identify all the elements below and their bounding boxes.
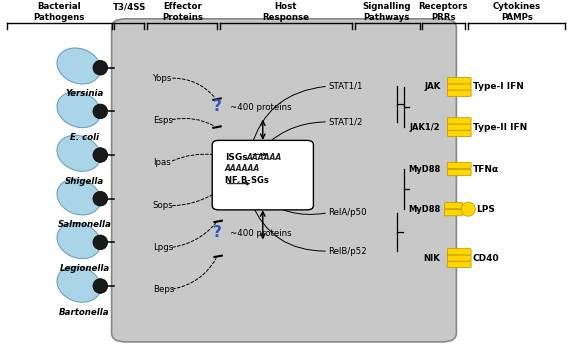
- FancyBboxPatch shape: [448, 255, 471, 261]
- Ellipse shape: [93, 191, 108, 206]
- Text: MyD88: MyD88: [408, 164, 441, 174]
- FancyBboxPatch shape: [445, 202, 462, 209]
- Text: Shigella: Shigella: [65, 177, 104, 186]
- Text: MyD88: MyD88: [408, 205, 441, 214]
- Text: ISGs: ISGs: [225, 153, 247, 162]
- Text: STAT1/1: STAT1/1: [328, 82, 362, 91]
- Ellipse shape: [57, 135, 101, 171]
- Text: JAK: JAK: [424, 82, 441, 92]
- Text: RelB/p52: RelB/p52: [328, 247, 367, 256]
- Text: CD40: CD40: [473, 253, 499, 263]
- Ellipse shape: [93, 279, 108, 293]
- Text: Bartonella: Bartonella: [59, 308, 110, 317]
- Text: JAK1/2: JAK1/2: [410, 122, 441, 132]
- Text: Lpgs: Lpgs: [153, 243, 173, 252]
- Text: Esps: Esps: [153, 115, 173, 125]
- Ellipse shape: [57, 92, 101, 128]
- Text: Cytokines
PAMPs: Cytokines PAMPs: [493, 2, 541, 22]
- Text: Host
Response: Host Response: [262, 2, 309, 22]
- Text: NF$_\kappa$B-SGs: NF$_\kappa$B-SGs: [224, 175, 269, 188]
- FancyBboxPatch shape: [448, 84, 471, 90]
- Text: STAT1/2: STAT1/2: [328, 117, 362, 126]
- FancyBboxPatch shape: [445, 209, 462, 216]
- Text: ?: ?: [213, 99, 222, 114]
- Text: Type-II IFN: Type-II IFN: [473, 122, 527, 132]
- Text: RelA/p50: RelA/p50: [328, 208, 367, 217]
- Ellipse shape: [93, 61, 108, 75]
- FancyBboxPatch shape: [448, 124, 471, 130]
- Text: Signalling
Pathways: Signalling Pathways: [362, 2, 411, 22]
- Text: Sops: Sops: [153, 201, 174, 210]
- Text: AAAAAA: AAAAAA: [225, 164, 260, 173]
- Ellipse shape: [93, 104, 108, 119]
- Text: TFNα: TFNα: [473, 164, 499, 174]
- Ellipse shape: [57, 266, 101, 302]
- Text: Type-I IFN: Type-I IFN: [473, 82, 524, 92]
- FancyBboxPatch shape: [448, 77, 471, 84]
- Ellipse shape: [93, 148, 108, 162]
- Text: ?: ?: [213, 225, 222, 240]
- Ellipse shape: [93, 235, 108, 250]
- Text: ~400 proteins: ~400 proteins: [230, 103, 292, 112]
- FancyBboxPatch shape: [448, 90, 471, 96]
- Text: T3/4SS: T3/4SS: [112, 2, 146, 11]
- FancyBboxPatch shape: [111, 19, 457, 342]
- Text: Yersinia: Yersinia: [65, 89, 104, 99]
- Text: Ipas: Ipas: [153, 158, 170, 166]
- Ellipse shape: [57, 222, 101, 259]
- Text: Yops: Yops: [153, 74, 172, 83]
- Text: NIK: NIK: [424, 253, 441, 263]
- FancyBboxPatch shape: [448, 249, 471, 255]
- FancyBboxPatch shape: [448, 169, 471, 176]
- FancyBboxPatch shape: [448, 118, 471, 124]
- Text: AAAAAA: AAAAAA: [246, 153, 281, 162]
- Text: Salmonella: Salmonella: [57, 220, 111, 230]
- Ellipse shape: [461, 202, 475, 216]
- Text: Receptors
PRRs: Receptors PRRs: [419, 2, 468, 22]
- FancyBboxPatch shape: [448, 261, 471, 268]
- Ellipse shape: [57, 48, 101, 84]
- Text: LPS: LPS: [476, 205, 495, 214]
- Text: Beps: Beps: [153, 285, 174, 294]
- Text: E. coli: E. coli: [70, 133, 99, 142]
- FancyBboxPatch shape: [212, 140, 314, 210]
- Ellipse shape: [57, 179, 101, 215]
- Text: Bacterial
Pathogens: Bacterial Pathogens: [34, 2, 85, 22]
- Text: Effector
Proteins: Effector Proteins: [162, 2, 203, 22]
- Text: ~400 proteins: ~400 proteins: [230, 229, 292, 238]
- Text: Legionella: Legionella: [59, 264, 110, 273]
- FancyBboxPatch shape: [448, 130, 471, 137]
- FancyBboxPatch shape: [448, 162, 471, 169]
